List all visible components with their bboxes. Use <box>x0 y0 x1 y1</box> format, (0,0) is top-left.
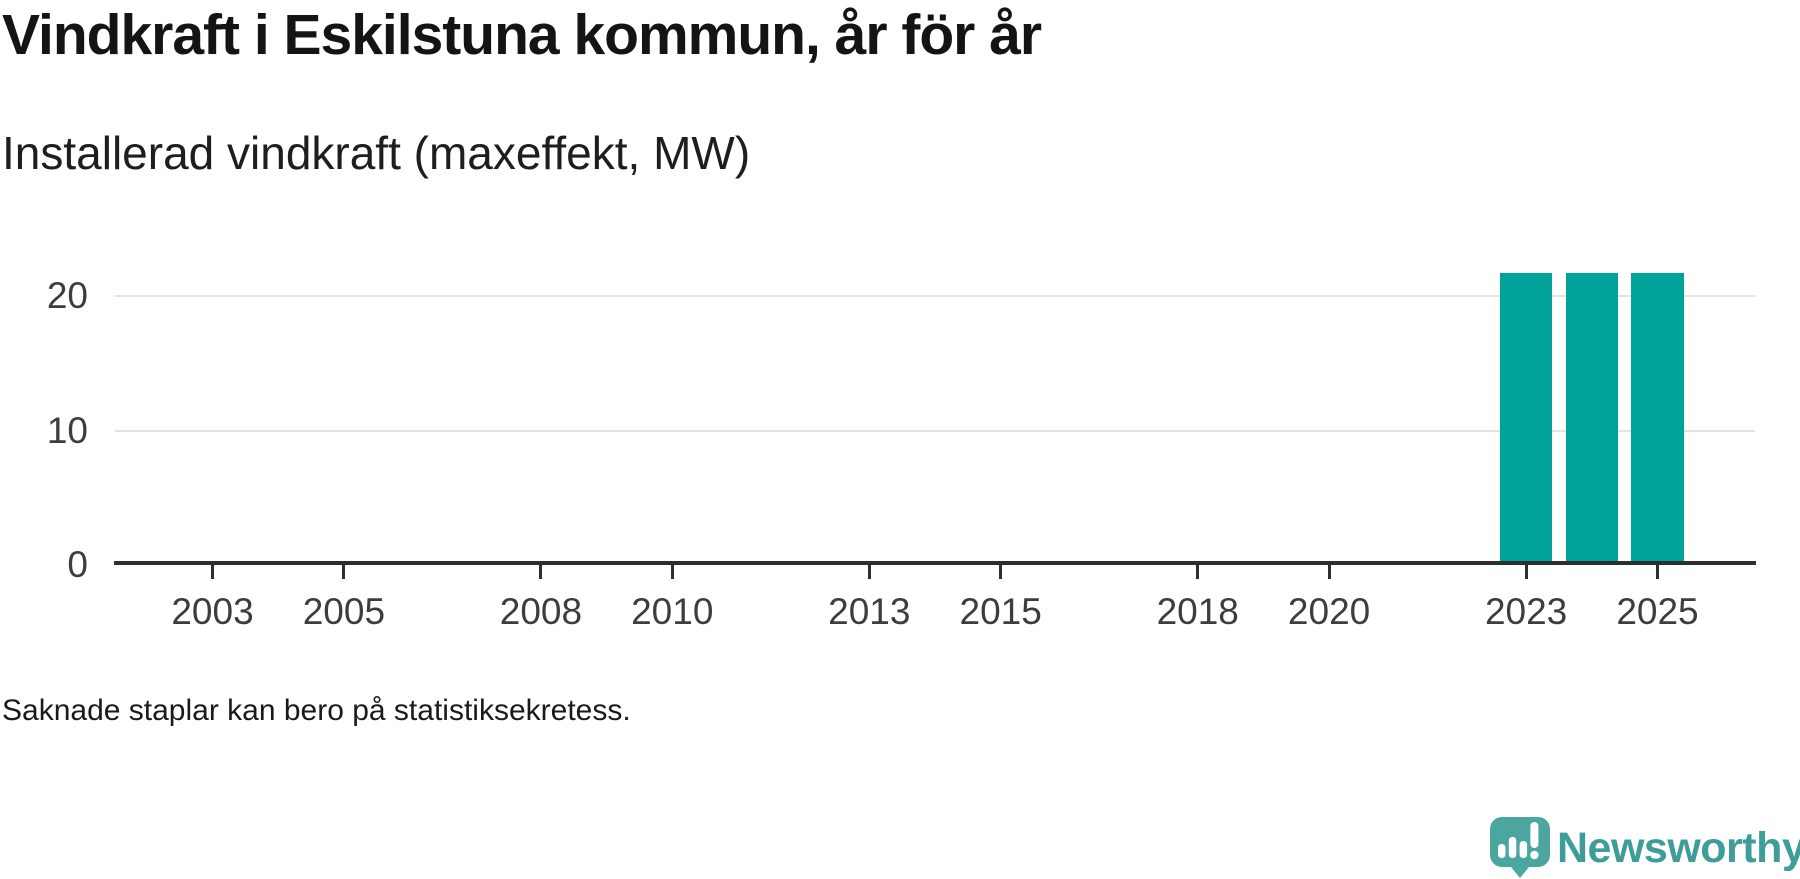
x-axis-tick <box>1524 565 1528 579</box>
x-axis-tick-label: 2018 <box>1156 591 1239 632</box>
x-axis-tick-label: 2015 <box>959 591 1042 632</box>
newsworthy-logo-icon <box>1490 817 1550 878</box>
chart-subtitle: Installerad vindkraft (maxeffekt, MW) <box>2 127 751 179</box>
footnote: Saknade staplar kan bero på statistiksek… <box>2 694 631 727</box>
x-axis-tick-label: 2020 <box>1287 591 1371 632</box>
newsworthy-logo: Newsworthy <box>1488 815 1800 879</box>
x-axis-tick-label: 2025 <box>1616 591 1699 632</box>
x-axis-tick <box>1196 565 1200 579</box>
y-axis-tick-label: 10 <box>46 409 88 451</box>
chart-title: Vindkraft i Eskilstuna kommun, år för år <box>2 3 1042 67</box>
x-axis-tick <box>1655 565 1659 579</box>
y-axis-tick-label: 20 <box>46 275 88 317</box>
x-axis-tick-label: 2003 <box>171 591 254 632</box>
bar-2024 <box>1565 273 1619 563</box>
x-axis-tick <box>867 565 871 579</box>
x-axis-tick-label: 2010 <box>631 591 714 632</box>
bar-2025 <box>1631 273 1684 563</box>
y-gridline <box>115 295 1755 298</box>
x-axis-tick <box>999 565 1003 579</box>
x-axis-tick-label: 2023 <box>1484 591 1568 632</box>
x-axis-tick <box>1327 565 1331 579</box>
y-gridline <box>115 429 1755 432</box>
x-axis-tick <box>670 565 674 579</box>
x-axis-tick <box>342 565 346 579</box>
plot-area: 0 10 20 2003 2005 2008 2010 2013 2015 2018 2020 202… <box>46 273 1756 632</box>
bar-2023 <box>1499 273 1553 563</box>
x-axis-tick <box>211 565 215 579</box>
x-axis-tick-label: 2005 <box>302 591 386 632</box>
x-axis-tick-label: 2008 <box>499 591 583 632</box>
x-axis-tick-label: 2013 <box>828 591 911 632</box>
y-axis-tick-label: 0 <box>67 544 88 585</box>
newsworthy-wordmark: Newsworthy <box>1557 824 1800 872</box>
x-axis-tick <box>539 565 543 579</box>
x-axis-line <box>114 561 1756 565</box>
